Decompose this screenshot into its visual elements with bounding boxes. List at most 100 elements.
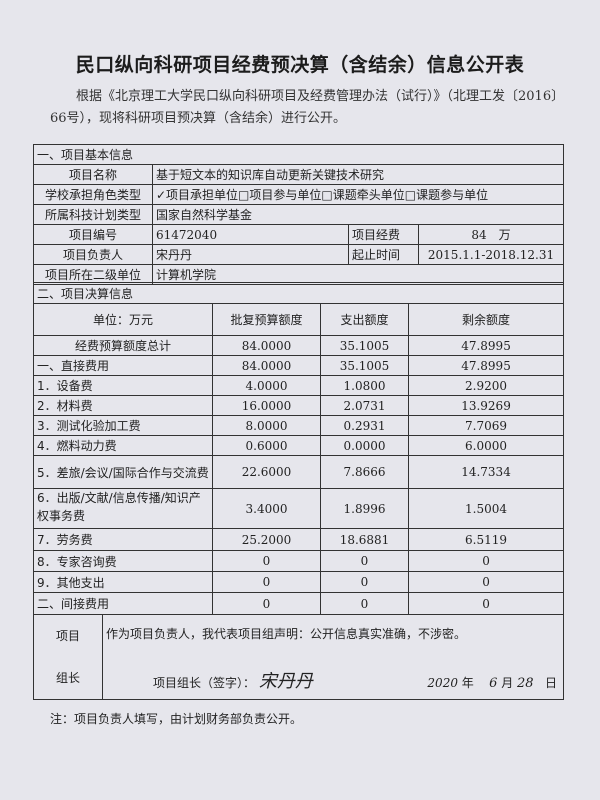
- budget-row: 一、直接费用 84.0000 35.1005 47.8995: [33, 355, 565, 376]
- header-spent: 支出额度: [320, 303, 409, 336]
- budget-row: 5．差旅/会议/国际合作与交流费 22.6000 7.8666 14.7334: [33, 455, 565, 489]
- spent-amount: 0: [320, 592, 409, 615]
- approved-amount: 3.4000: [212, 488, 321, 529]
- remaining-amount: 6.0000: [407, 435, 565, 456]
- approved-amount: 25.2000: [212, 528, 321, 551]
- date-year-unit: 年: [461, 676, 474, 690]
- budget-row: 二、间接费用 0 0 0: [33, 592, 565, 615]
- period-label: 起止时间: [348, 244, 419, 265]
- project-name-value: 基于短文本的知识库自动更新关键技术研究: [151, 164, 565, 185]
- header-approved: 批复预算额度: [212, 303, 321, 336]
- basic-info-table: 一、项目基本信息 项目名称 基于短文本的知识库自动更新关键技术研究 学校承担角色类…: [32, 144, 565, 285]
- spent-amount: 0.2931: [320, 415, 409, 436]
- budget-row: 3．测试化验加工费 8.0000 0.2931 7.7069: [33, 415, 565, 436]
- remaining-amount: 1.5004: [407, 488, 565, 529]
- date-day: 28: [517, 676, 534, 691]
- section-budget-info: 二、项目决算信息: [32, 282, 565, 304]
- remaining-amount: 0: [407, 550, 565, 572]
- budget-item-label: 4．燃料动力费: [33, 435, 213, 456]
- remaining-amount: 7.7069: [407, 415, 565, 436]
- remaining-amount: 47.8995: [407, 335, 565, 356]
- header-unit: 单位：万元: [33, 303, 213, 336]
- remaining-amount: 0: [407, 571, 565, 593]
- plan-type-label: 所属科技计划类型: [33, 204, 153, 225]
- spent-amount: 0.0000: [320, 435, 409, 456]
- page-title: 民口纵向科研项目经费预决算（含结余）信息公开表: [75, 54, 525, 76]
- spent-amount: 7.8666: [320, 455, 409, 489]
- signature-line: 项目组长（签字）： 宋丹丹: [153, 667, 313, 693]
- remaining-amount: 14.7334: [407, 455, 565, 489]
- project-leader-label: 项目负责人: [33, 244, 153, 265]
- budget-item-label: 9．其他支出: [33, 571, 213, 593]
- spent-amount: 0: [320, 550, 409, 572]
- budget-row: 9．其他支出 0 0 0: [33, 571, 565, 593]
- spent-amount: 2.0731: [320, 395, 409, 416]
- remaining-amount: 0: [407, 592, 565, 615]
- budget-item-label: 经费预算额度总计: [33, 335, 213, 356]
- budget-row: 4．燃料动力费 0.6000 0.0000 6.0000: [33, 435, 565, 456]
- budget-item-label: 8．专家咨询费: [33, 550, 213, 572]
- date-year: 2020: [427, 676, 458, 690]
- spent-amount: 35.1005: [320, 335, 409, 356]
- budget-item-label: 3．测试化验加工费: [33, 415, 213, 436]
- approved-amount: 22.6000: [212, 455, 321, 489]
- budget-item-label: 1．设备费: [33, 375, 213, 396]
- budget-item-label: 5．差旅/会议/国际合作与交流费: [33, 455, 213, 489]
- budget-row: 2．材料费 16.0000 2.0731 13.9269: [33, 395, 565, 416]
- project-fund-value: 84 万: [417, 224, 565, 245]
- declaration-label-1: 项目: [55, 629, 80, 643]
- project-id-value: 61472040: [152, 224, 349, 245]
- footnote: 注：项目负责人填写，由计划财务部负责公开。: [50, 712, 303, 726]
- role-type-value: ✓项目承担单位□项目参与单位□课题牵头单位□课题参与单位: [151, 184, 565, 205]
- budget-item-label: 7．劳务费: [33, 528, 213, 551]
- project-id-label: 项目编号: [33, 224, 153, 245]
- date-month-unit: 月: [501, 676, 514, 690]
- budget-row: 1．设备费 4.0000 1.0800 2.9200: [33, 375, 565, 396]
- header-remaining: 剩余额度: [407, 303, 565, 336]
- budget-item-label: 2．材料费: [33, 395, 213, 416]
- approved-amount: 0: [212, 592, 321, 615]
- date-month: 6: [489, 676, 498, 691]
- spent-amount: 18.6881: [320, 528, 409, 551]
- project-name-label: 项目名称: [33, 164, 153, 185]
- remaining-amount: 13.9269: [407, 395, 565, 416]
- signature-label: 项目组长（签字）：: [153, 676, 256, 690]
- intro-text: 根据《北京理工大学民口纵向科研项目及经费管理办法（试行）》（北理工发〔2016〕…: [50, 89, 565, 126]
- budget-item-label: 一、直接费用: [33, 355, 213, 376]
- signature-date: 2020 年 6 月 28 日: [427, 674, 557, 691]
- approved-amount: 8.0000: [212, 415, 321, 436]
- project-fund-label: 项目经费: [348, 224, 419, 245]
- approved-amount: 16.0000: [212, 395, 321, 416]
- budget-item-label: 6．出版/文献/信息传播/知识产权事务费: [33, 488, 213, 529]
- spent-amount: 35.1005: [320, 355, 409, 376]
- remaining-amount: 47.8995: [407, 355, 565, 376]
- plan-type-value: 国家自然科学基金: [151, 204, 565, 225]
- budget-row: 6．出版/文献/信息传播/知识产权事务费 3.4000 1.8996 1.5004: [33, 488, 565, 529]
- approved-amount: 0: [212, 571, 321, 593]
- signature: 宋丹丹: [258, 671, 313, 692]
- declaration-label: 项目 组长: [33, 614, 103, 700]
- budget-row: 经费预算额度总计 84.0000 35.1005 47.8995: [33, 335, 565, 356]
- budget-row: 8．专家咨询费 0 0 0: [33, 550, 565, 572]
- declaration-label-2: 组长: [55, 671, 80, 685]
- remaining-amount: 2.9200: [407, 375, 565, 396]
- role-type-label: 学校承担角色类型: [33, 184, 153, 205]
- spent-amount: 0: [320, 571, 409, 593]
- date-day-unit: 日: [545, 676, 558, 690]
- spent-amount: 1.0800: [320, 375, 409, 396]
- approved-amount: 0.6000: [212, 435, 321, 456]
- approved-amount: 0: [212, 550, 321, 572]
- declaration-text: 作为项目负责人，我代表项目组声明：公开信息真实准确，不涉密。: [106, 627, 467, 641]
- spent-amount: 1.8996: [320, 488, 409, 529]
- approved-amount: 84.0000: [212, 355, 321, 376]
- remaining-amount: 6.5119: [407, 528, 565, 551]
- period-value: 2015.1.1-2018.12.31: [417, 244, 565, 265]
- declaration-cell: 作为项目负责人，我代表项目组声明：公开信息真实准确，不涉密。 项目组长（签字）：…: [101, 614, 565, 700]
- project-leader-value: 宋丹丹: [152, 244, 349, 265]
- section-basic-info: 一、项目基本信息: [32, 144, 565, 165]
- budget-table: 二、项目决算信息 单位：万元 批复预算额度 支出额度 剩余额度 经费预算额度总计…: [32, 282, 565, 700]
- budget-item-label: 二、间接费用: [33, 592, 213, 615]
- budget-row: 7．劳务费 25.2000 18.6881 6.5119: [33, 528, 565, 551]
- approved-amount: 84.0000: [212, 335, 321, 356]
- approved-amount: 4.0000: [212, 375, 321, 396]
